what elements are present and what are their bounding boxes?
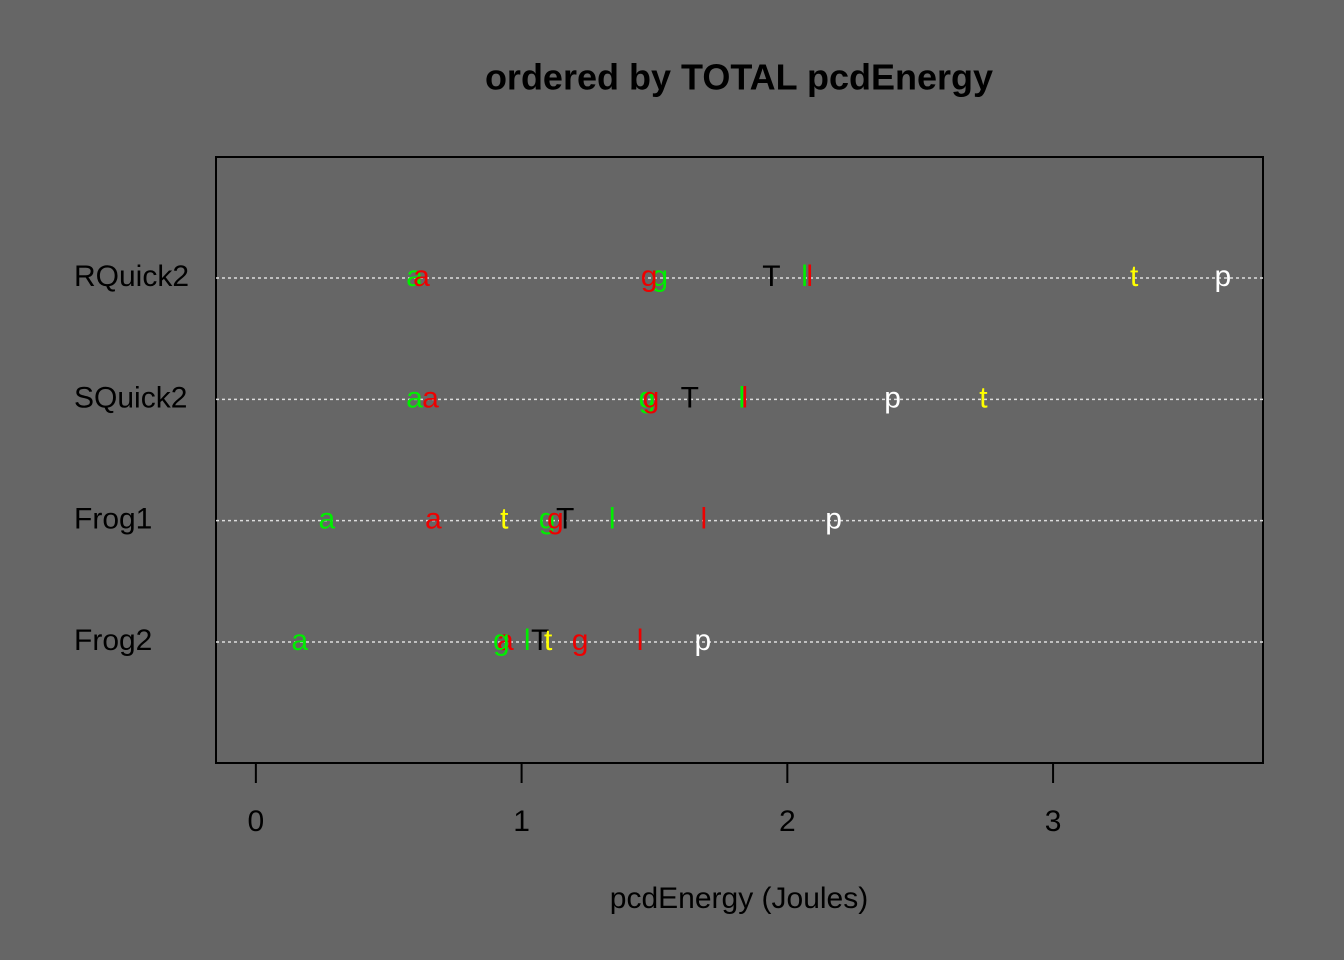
point-symbol: p bbox=[694, 624, 711, 657]
point-symbol: l bbox=[701, 503, 708, 536]
chart-title: ordered by TOTAL pcdEnergy bbox=[485, 57, 993, 98]
plot-frame bbox=[215, 156, 1264, 764]
category-label: SQuick2 bbox=[74, 381, 187, 414]
point-symbol: t bbox=[544, 624, 553, 657]
point-symbol: l bbox=[524, 624, 531, 657]
point-symbol: g bbox=[639, 381, 656, 414]
point-symbol: a bbox=[497, 624, 514, 657]
point-symbol: a bbox=[422, 381, 439, 414]
point-symbol: T bbox=[531, 624, 549, 657]
x-tick-label: 3 bbox=[1045, 805, 1062, 838]
point-symbol: p bbox=[1215, 260, 1232, 293]
point-symbol: a bbox=[413, 260, 430, 293]
point-symbol: T bbox=[556, 503, 574, 536]
point-symbol: p bbox=[825, 503, 842, 536]
point-symbol: l bbox=[739, 381, 746, 414]
point-symbol: g bbox=[641, 260, 658, 293]
category-label: Frog1 bbox=[74, 503, 152, 536]
point-symbol: g bbox=[547, 503, 564, 536]
point-symbol: t bbox=[1130, 260, 1139, 293]
point-symbol: a bbox=[425, 503, 442, 536]
point-symbol: l bbox=[801, 260, 808, 293]
x-tick-label: 1 bbox=[513, 805, 530, 838]
x-axis-label: pcdEnergy (Joules) bbox=[610, 882, 868, 915]
point-symbol: a bbox=[291, 624, 308, 657]
point-symbol: t bbox=[979, 381, 988, 414]
point-symbol: T bbox=[681, 381, 699, 414]
point-symbol: l bbox=[741, 381, 748, 414]
x-tick-label: 0 bbox=[248, 805, 265, 838]
point-symbol: a bbox=[406, 381, 423, 414]
point-symbol: a bbox=[318, 503, 335, 536]
point-symbol: g bbox=[539, 503, 556, 536]
category-label: RQuick2 bbox=[74, 260, 189, 293]
point-symbol: g bbox=[572, 624, 589, 657]
point-symbol: l bbox=[806, 260, 813, 293]
point-symbol: T bbox=[762, 260, 780, 293]
point-symbol: g bbox=[493, 624, 510, 657]
point-symbol: l bbox=[609, 503, 616, 536]
point-symbol: g bbox=[643, 381, 660, 414]
point-symbol: t bbox=[500, 503, 509, 536]
category-label: Frog2 bbox=[74, 624, 152, 657]
point-symbol: p bbox=[884, 381, 901, 414]
point-symbol: g bbox=[651, 260, 668, 293]
point-symbol: a bbox=[406, 260, 423, 293]
x-tick-label: 2 bbox=[779, 805, 796, 838]
point-symbol: l bbox=[637, 624, 644, 657]
